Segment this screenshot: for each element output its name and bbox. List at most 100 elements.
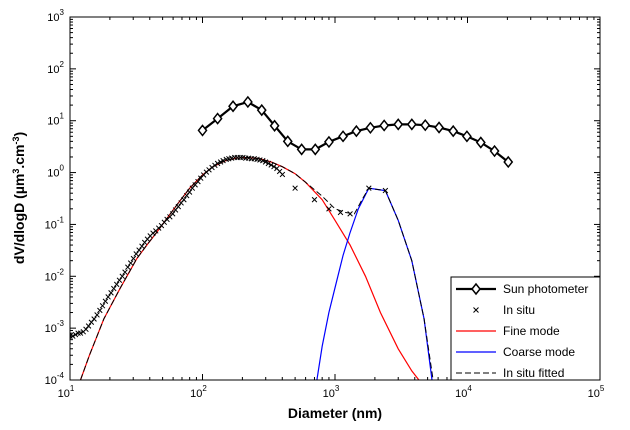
x-tick-label: 101 (58, 384, 75, 400)
y-axis-title: dV/dlogD (µm3.cm-3) (11, 132, 27, 264)
x-axis-title: Diameter (nm) (288, 405, 382, 421)
data-point-x-marker (186, 189, 193, 195)
data-point-diamond (282, 135, 293, 148)
legend-label: Sun photometer (503, 282, 588, 296)
data-point-diamond (351, 124, 362, 138)
data-point-x-marker (122, 269, 128, 275)
y-tick-label: 103 (47, 8, 64, 24)
data-point-diamond (256, 103, 267, 117)
data-point-diamond (406, 118, 417, 131)
series-markers-sun-photometer (197, 95, 514, 169)
data-point-x-marker (94, 312, 100, 318)
data-point-x-marker (271, 163, 277, 170)
legend-item-sun-photometer: Sun photometer (456, 282, 588, 296)
data-point-x-marker (181, 196, 187, 203)
x-tick-label: 103 (323, 384, 340, 400)
data-point-x-marker (260, 157, 266, 164)
data-point-diamond (228, 100, 238, 113)
data-point-diamond (393, 118, 404, 131)
y-tick-label: 101 (47, 112, 64, 128)
data-point-x-marker (212, 162, 218, 169)
data-point-x-marker (265, 160, 272, 167)
data-point-x-marker (116, 277, 123, 283)
data-point-diamond (197, 124, 208, 137)
data-point-diamond (269, 119, 280, 132)
data-point-diamond (448, 124, 459, 138)
data-point-x-marker (113, 281, 120, 288)
data-point-x-marker (366, 185, 372, 191)
data-point-diamond (489, 144, 500, 158)
data-point-x-marker (311, 196, 318, 203)
legend-marker (473, 307, 479, 313)
data-point-diamond (338, 130, 349, 143)
data-point-x-marker (72, 331, 79, 338)
data-point-x-marker (292, 185, 298, 191)
data-point-x-marker (83, 326, 89, 333)
legend-label: In situ fitted (503, 366, 564, 380)
data-point-x-marker (102, 298, 109, 305)
y-tick-label: 100 (47, 164, 64, 180)
data-point-x-marker (125, 264, 131, 270)
y-tick-label: 10-4 (45, 371, 65, 387)
data-point-x-marker (108, 290, 114, 296)
data-point-x-marker (337, 209, 344, 216)
y-tick-label: 10-2 (45, 267, 65, 283)
data-point-diamond (310, 143, 321, 156)
data-point-x-marker (326, 206, 332, 212)
data-point-x-marker (214, 160, 221, 167)
legend-item-in-situ-fitted: In situ fitted (456, 366, 564, 380)
legend-label: Fine mode (503, 324, 560, 338)
data-point-x-marker (136, 247, 142, 253)
data-point-diamond (420, 118, 431, 132)
data-point-x-marker (91, 316, 97, 322)
data-point-x-marker (130, 255, 137, 262)
data-point-x-marker (268, 162, 274, 168)
data-point-diamond (323, 135, 334, 149)
data-point-x-marker (262, 159, 269, 165)
data-point-x-marker (111, 285, 117, 292)
data-point-diamond (212, 112, 223, 125)
legend-item-coarse-mode: Coarse mode (456, 345, 575, 359)
legend-label: Coarse mode (503, 345, 575, 359)
data-point-diamond (475, 136, 486, 149)
data-point-x-marker (85, 323, 92, 329)
data-point-x-marker (119, 273, 126, 280)
series-in-situ (70, 154, 389, 339)
legend-label: In situ (503, 303, 535, 317)
legend-item-fine-mode: Fine mode (456, 324, 560, 338)
data-point-x-marker (169, 211, 176, 217)
legend-marker (471, 282, 481, 296)
legend-item-in-situ: In situ (473, 303, 535, 317)
x-tick-label: 105 (588, 384, 605, 400)
legend: Sun photometer In situ Fine mode Coarse mod… (450, 276, 601, 381)
data-point-x-marker (133, 251, 139, 257)
x-tick-label: 102 (190, 384, 207, 400)
data-point-diamond (434, 121, 445, 134)
data-point-diamond (379, 119, 390, 132)
y-tick-label: 102 (47, 60, 64, 76)
x-tick-label: 104 (455, 384, 472, 400)
data-point-x-marker (220, 157, 226, 164)
data-point-x-marker (347, 211, 353, 217)
series-layer (70, 95, 514, 380)
data-point-x-marker (175, 203, 182, 210)
data-point-x-marker (206, 167, 212, 173)
data-point-x-marker (127, 260, 134, 266)
data-point-x-marker (105, 294, 111, 300)
data-point-x-marker (279, 171, 286, 178)
data-point-x-marker (382, 187, 389, 194)
data-point-diamond (503, 155, 514, 169)
data-point-x-marker (75, 330, 81, 336)
data-point-diamond (242, 95, 253, 109)
data-point-x-marker (99, 303, 106, 309)
data-point-diamond (461, 130, 472, 143)
y-tick-label: 10-3 (45, 319, 65, 335)
data-point-diamond (296, 143, 307, 156)
data-point-x-marker (77, 330, 84, 336)
data-point-diamond (365, 121, 376, 135)
data-point-x-marker (97, 307, 103, 314)
y-tick-label: 10-1 (45, 215, 65, 231)
data-point-x-marker (139, 243, 145, 249)
